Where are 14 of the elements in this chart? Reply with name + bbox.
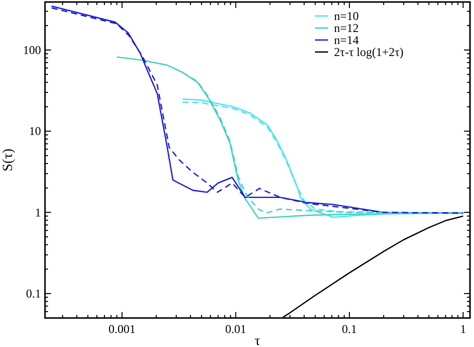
x-tick-label: 0.1 xyxy=(342,322,357,336)
y-tick-label: 0.1 xyxy=(26,286,41,301)
legend-label: n=10 xyxy=(334,9,359,23)
x-tick-label: 0.01 xyxy=(225,322,246,336)
y-tick-label: 1 xyxy=(35,205,41,220)
y-tick-label: 100 xyxy=(23,42,41,57)
legend-label: n=14 xyxy=(334,33,359,47)
x-axis-title: τ xyxy=(254,334,261,347)
x-tick-label: 1 xyxy=(460,322,466,336)
legend-label: n=12 xyxy=(334,21,359,35)
y-tick-label: 10 xyxy=(29,124,41,138)
y-axis-title: S(τ) xyxy=(1,148,16,172)
legend-label: 2τ-τ log(1+2τ) xyxy=(334,45,404,59)
x-tick-label: 0.001 xyxy=(108,322,136,336)
